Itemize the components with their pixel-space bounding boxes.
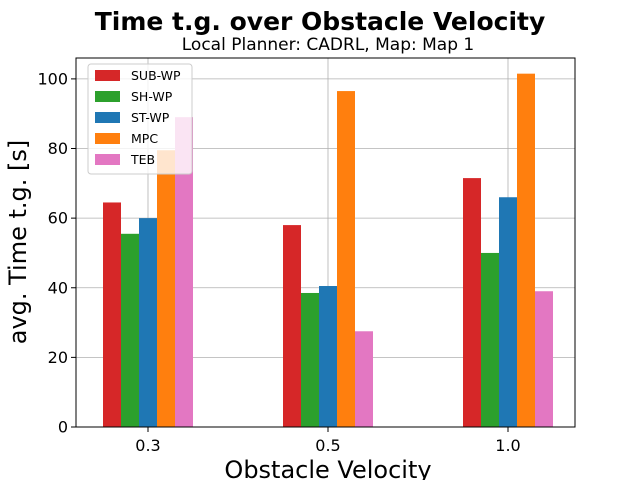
bar-sh-wp <box>301 292 319 427</box>
legend: SUB-WP SH-WP ST-WP MPC TEB <box>87 63 193 175</box>
y-tick-label: 40 <box>48 278 68 297</box>
bar-sh-wp <box>121 233 139 427</box>
chart-subtitle: Local Planner: CADRL, Map: Map 1 <box>182 35 474 55</box>
bar-sub-wp <box>283 225 301 427</box>
x-tick-label: 1.0 <box>495 436 520 455</box>
x-axis-label: Obstacle Velocity <box>224 456 431 480</box>
y-axis-label: avg. Time t.g. [s] <box>4 140 32 345</box>
bar-sub-wp <box>103 202 121 427</box>
bar-sh-wp <box>481 252 499 427</box>
legend-swatch <box>95 133 120 144</box>
legend-entry: SUB-WP <box>131 68 181 83</box>
bar-teb <box>535 291 553 427</box>
bar-teb <box>355 331 373 427</box>
y-tick-label: 80 <box>48 139 68 158</box>
bar-mpc <box>157 150 175 427</box>
y-tick-label: 0 <box>58 418 68 437</box>
bars <box>103 73 553 428</box>
legend-swatch <box>95 91 120 102</box>
bar-st-wp <box>139 218 157 427</box>
bar-mpc <box>517 73 535 427</box>
legend-swatch <box>95 70 120 81</box>
bar-teb <box>175 117 193 427</box>
bar-sub-wp <box>463 178 481 427</box>
bar-st-wp <box>319 286 337 427</box>
x-tick-label: 0.3 <box>135 436 160 455</box>
x-tick-label: 0.5 <box>315 436 340 455</box>
chart-title: Time t.g. over Obstacle Velocity <box>95 7 546 36</box>
y-tick-label: 60 <box>48 209 68 228</box>
y-tick-label: 100 <box>37 69 68 88</box>
x-ticks: 0.3 0.5 1.0 <box>135 427 521 455</box>
legend-entry: ST-WP <box>131 110 170 125</box>
bar-mpc <box>337 91 355 428</box>
legend-entry: SH-WP <box>131 89 173 104</box>
y-tick-label: 20 <box>48 348 68 367</box>
bar-st-wp <box>499 197 517 427</box>
legend-swatch <box>95 154 120 165</box>
plot-frame <box>75 57 576 428</box>
legend-swatch <box>95 112 120 123</box>
legend-entry: TEB <box>130 152 155 167</box>
legend-entry: MPC <box>131 131 158 146</box>
y-ticks: 0 20 40 60 80 100 <box>37 69 76 437</box>
